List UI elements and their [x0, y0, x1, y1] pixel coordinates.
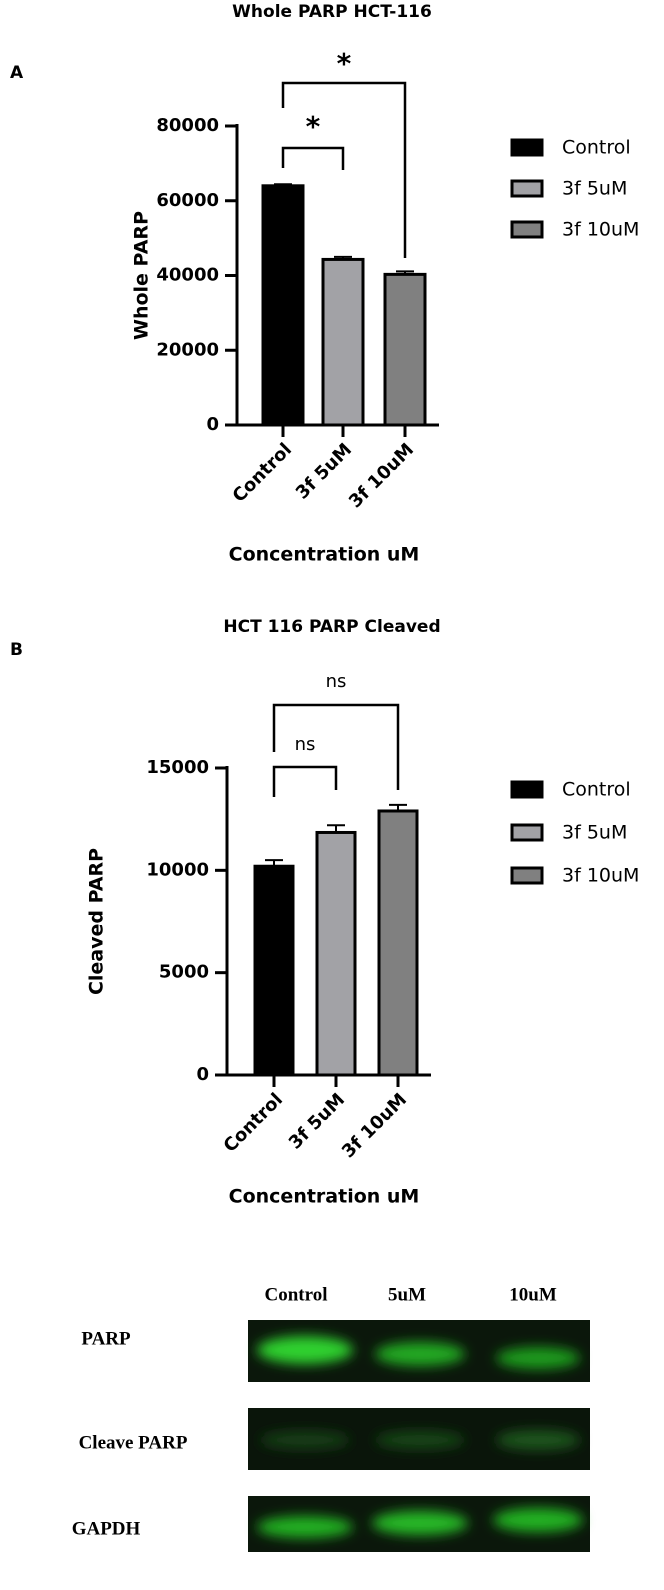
legend-label: 3f 5uM	[562, 178, 627, 200]
significance-bracket	[281, 146, 345, 170]
row-label: Cleave PARP	[79, 1432, 188, 1453]
x-tick-label: 3f 10uM	[338, 1089, 411, 1162]
error-bar	[396, 270, 414, 275]
legend-swatch	[510, 866, 544, 885]
bar	[383, 272, 427, 427]
error-bar	[389, 803, 407, 811]
bar	[261, 184, 305, 427]
y-tick-label: 5000	[159, 962, 209, 983]
x-tick-label: Control	[220, 1089, 287, 1156]
row-label: PARP	[81, 1328, 131, 1349]
significance-bracket	[272, 765, 338, 797]
y-tick-label: 15000	[146, 757, 209, 778]
legend-swatch	[510, 179, 544, 198]
error-bar	[274, 183, 292, 186]
bar	[321, 257, 365, 427]
legend-label: Control	[562, 779, 631, 801]
y-tick-label: 80000	[156, 115, 219, 136]
y-axis-label: Cleaved PARP	[86, 848, 108, 995]
x-axis-label: Concentration uM	[229, 544, 420, 566]
y-tick-label: 60000	[156, 190, 219, 211]
significance-label: ns	[295, 734, 316, 755]
significance-label: *	[337, 47, 352, 80]
x-axis-label: Concentration uM	[229, 1186, 420, 1208]
y-tick-label: 10000	[146, 859, 209, 880]
row-label: GAPDH	[72, 1518, 141, 1539]
x-tick-label: 3f 5uM	[285, 1089, 349, 1153]
chart-title: Whole PARP HCT-116	[232, 2, 432, 22]
panel-label: B	[10, 640, 23, 660]
significance-label: *	[306, 110, 321, 143]
significance-bracket	[272, 703, 400, 790]
legend-swatch	[510, 220, 544, 239]
lane-label: 5uM	[388, 1284, 426, 1305]
x-tick-label: 3f 5uM	[292, 439, 356, 503]
y-tick-label: 40000	[156, 265, 219, 286]
legend-label: 3f 5uM	[562, 822, 627, 844]
x-tick-label: Control	[229, 439, 296, 506]
error-bar	[327, 824, 345, 833]
chart-title: HCT 116 PARP Cleaved	[223, 617, 440, 637]
legend-swatch	[510, 138, 544, 157]
y-axis-label: Whole PARP	[131, 211, 153, 340]
bar	[377, 809, 419, 1077]
bar	[253, 864, 295, 1077]
y-tick-label: 0	[206, 414, 219, 435]
panel-label: A	[10, 63, 24, 83]
y-tick-label: 0	[196, 1064, 209, 1085]
significance-bracket	[281, 81, 407, 258]
blot: Control 5uM 10uM PARP Cleave PARP GAPDH	[72, 1284, 590, 1552]
significance-label: ns	[326, 671, 347, 692]
legend-label: 3f 10uM	[562, 219, 639, 241]
legend-swatch	[510, 780, 544, 799]
error-bar	[265, 859, 283, 867]
y-tick-label: 20000	[156, 339, 219, 360]
lane-label: 10uM	[509, 1284, 557, 1305]
blot-signal	[257, 1336, 583, 1538]
error-bar	[334, 255, 352, 260]
legend-label: 3f 10uM	[562, 865, 639, 887]
legend-label: Control	[562, 137, 631, 159]
bar	[315, 830, 357, 1077]
legend-swatch	[510, 823, 544, 842]
lane-label: Control	[265, 1284, 328, 1305]
x-tick-label: 3f 10uM	[345, 439, 418, 512]
